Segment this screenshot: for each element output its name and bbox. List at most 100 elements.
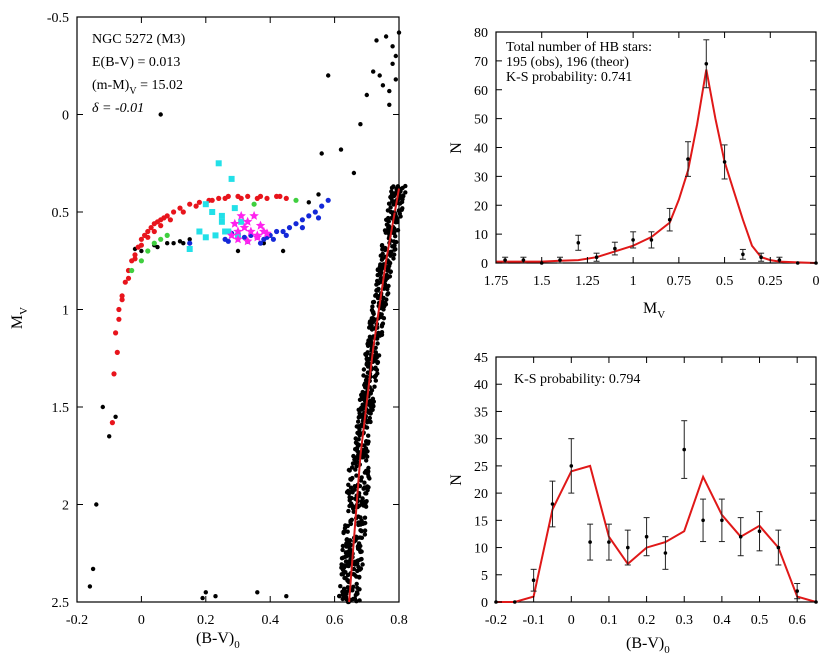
rgb-star-point (353, 460, 358, 466)
bv-y-tick-label: 25 (474, 460, 488, 475)
bv-histogram-panel: -0.2 -0.1 0 0.1 0.2 0.3 0.4 0.5 0.6 0 5 10 15 20 25 30 3… (448, 351, 818, 656)
rgb-star-point (394, 186, 399, 192)
rgb-star-point (385, 286, 390, 292)
misc-star-point (280, 248, 286, 254)
cmd-dm-value: = 15.02 (137, 78, 183, 93)
mv-observed-point (503, 258, 507, 262)
hb-magenta-star (233, 226, 243, 236)
rgb-star-point (366, 419, 371, 424)
mv-x-tick-label: 0.25 (758, 274, 783, 289)
rgb-star-point (362, 515, 368, 520)
rgb-star-point (375, 336, 380, 341)
rgb-star-point (359, 407, 365, 412)
rgb-star-point (395, 228, 401, 233)
mv-x-tick-label: 1.5 (533, 274, 551, 289)
rgb-star-point (362, 532, 368, 537)
hb-blue-point (283, 232, 289, 238)
mv-y-tick-label: 0 (481, 257, 488, 272)
cmd-y-tick-label: 1.5 (52, 401, 70, 416)
rgb-star-point (379, 330, 385, 335)
cmd-y-tick-label: -0.5 (47, 11, 69, 26)
mv-xlabel-main: M (643, 300, 657, 317)
rgb-star-point (388, 269, 393, 274)
mv-y-tick-label: 80 (474, 26, 488, 41)
rgb-star-point (340, 547, 345, 553)
rgb-star-point (366, 465, 371, 471)
agb-star-point (387, 88, 392, 94)
rgb-star-point (346, 563, 351, 569)
rgb-star-point (366, 469, 371, 474)
cmd-x-tick-label: 0 (138, 613, 145, 628)
hb-blue-point (274, 228, 280, 235)
hb-red-point (283, 195, 289, 201)
rgb-star-point (370, 304, 375, 309)
bv-observed-point (644, 534, 649, 539)
hb-magenta-star (233, 234, 243, 244)
rgb-star-point (383, 245, 388, 251)
rgb-star-point (367, 476, 372, 481)
rgb-star-point (359, 535, 365, 540)
mv-annotation-line-1: Total number of HB stars: (506, 40, 652, 55)
rgb-star-point (369, 316, 374, 321)
hb-green-point (251, 201, 257, 207)
misc-star-point (316, 192, 321, 197)
bv-x-tick-label: 0.3 (675, 613, 693, 628)
rgb-star-point (350, 475, 355, 481)
misc-star-point (284, 594, 289, 599)
bv-x-tick-label: 0.6 (788, 613, 806, 628)
hb-green-point (151, 240, 157, 246)
misc-star-point (181, 241, 186, 246)
mv-x-tick-label: 1.75 (484, 274, 509, 289)
mv-y-tick-label: 60 (474, 84, 488, 99)
rgb-star-point (354, 464, 359, 469)
mv-observed-point (686, 157, 690, 161)
rgb-star-point (369, 307, 375, 313)
misc-star-point (187, 237, 192, 242)
rgb-star-point (351, 453, 356, 459)
rgb-star-point (369, 321, 374, 326)
rgb-star-point (372, 384, 377, 389)
rgb-star-point (364, 439, 369, 444)
bv-y-tick-label: 35 (474, 405, 488, 420)
hb-magenta-star (239, 222, 250, 232)
rgb-star-point (348, 485, 354, 490)
rgb-star-point (363, 501, 368, 506)
rgb-star-point (356, 424, 361, 430)
cmd-x-tick-label: 0.8 (390, 613, 408, 628)
hb-cyan-square (231, 205, 238, 212)
rgb-star-point (344, 591, 349, 596)
rgb-star-point (369, 327, 375, 332)
mv-y-tick-label: 50 (474, 113, 488, 128)
rgb-star-point (368, 403, 373, 409)
rgb-star-point (388, 249, 393, 255)
rgb-fiducial-line (348, 188, 400, 603)
hb-cyan-square (202, 201, 209, 208)
rgb-star-point (392, 243, 397, 248)
rgb-star-point (375, 371, 380, 376)
mv-annotation-line-2: 195 (obs), 196 (theor) (506, 55, 629, 70)
mv-theory-line (496, 69, 817, 264)
rgb-star-point (361, 367, 367, 372)
misc-star-point (171, 241, 176, 246)
misc-star-point (113, 414, 118, 419)
misc-star-point (107, 434, 112, 439)
rgb-star-point (356, 514, 361, 519)
rgb-star-point (375, 294, 381, 299)
rgb-star-point (355, 568, 360, 574)
rgb-star-point (394, 216, 399, 221)
rgb-star-point (363, 377, 369, 383)
agb-star-point (374, 38, 379, 43)
misc-star-point (255, 590, 260, 595)
rgb-star-point (373, 345, 378, 350)
bv-observed-point (513, 600, 517, 604)
agb-star-point (380, 83, 386, 88)
bv-observed-point (682, 447, 686, 452)
cmd-x-tick-label: 0.2 (197, 613, 215, 628)
hb-cyan-square (209, 209, 216, 215)
mv-observed-point (722, 160, 727, 164)
hb-red-point (222, 195, 228, 201)
hb-red-point (148, 225, 154, 231)
rgb-star-point (384, 297, 389, 302)
rgb-star-point (378, 262, 383, 267)
hb-cyan-square (186, 246, 193, 252)
